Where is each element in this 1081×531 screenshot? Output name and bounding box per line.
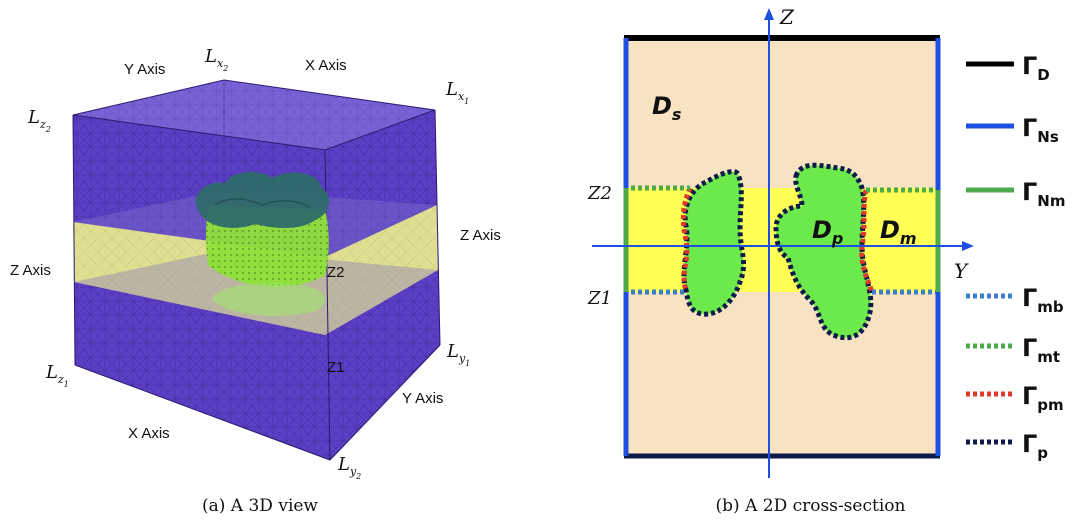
svg-text:Lx2: Lx2 [204, 46, 228, 73]
legend: ΓD ΓNs ΓNm Γmb Γmt Γpm [966, 52, 1065, 462]
y-axis-arrow [962, 241, 974, 251]
boundary-gamma-pm-left [680, 186, 693, 291]
inclusion-body [195, 171, 330, 316]
z2-level-label: Z2 [587, 183, 612, 204]
corner-label-ly1: Ly1 [446, 341, 470, 368]
svg-text:Γmt: Γmt [1022, 334, 1060, 366]
corner-label-lz1: Lz1 [45, 362, 69, 389]
z-axis-label: Z [779, 5, 795, 29]
region-label-dp: Dp [812, 216, 843, 248]
svg-text:Ly1: Ly1 [446, 341, 470, 368]
svg-text:Lx1: Lx1 [445, 79, 469, 106]
cross-section-figure: Z Y Z2 Z1 Ds Dp Dm ΓD ΓNs ΓNm Γmb [587, 5, 1065, 478]
corner-label-lz2: Lz2 [27, 107, 51, 134]
z1-level-label: Z1 [587, 288, 612, 309]
svg-text:Lz1: Lz1 [45, 362, 69, 389]
svg-text:Γpm: Γpm [1022, 382, 1064, 414]
svg-text:ΓNs: ΓNs [1022, 114, 1059, 146]
legend-item-gamma-nm: ΓNm [966, 178, 1065, 210]
cube-3d-figure: Y Axis X Axis Z Axis Z Axis X Axis Y Axi… [10, 46, 501, 481]
svg-text:ΓNm: ΓNm [1022, 178, 1065, 210]
svg-text:Lz2: Lz2 [27, 107, 51, 134]
legend-item-gamma-d: ΓD [966, 52, 1050, 84]
corner-label-ly2: Ly2 [337, 454, 361, 481]
panel-2d-cross-section: Z Y Z2 Z1 Ds Dp Dm ΓD ΓNs ΓNm Γmb [540, 0, 1081, 531]
y-axis-label-top: Y Axis [124, 61, 165, 78]
z-axis-label-right: Z Axis [460, 227, 501, 244]
y-axis-label: Y [954, 259, 969, 283]
legend-item-gamma-pm: Γpm [966, 382, 1064, 414]
legend-item-gamma-ns: ΓNs [966, 114, 1059, 146]
region-label-dm: Dm [880, 216, 917, 248]
boundary-gamma-p-right [773, 162, 874, 341]
legend-item-gamma-mt: Γmt [966, 334, 1060, 366]
legend-item-gamma-mb: Γmb [966, 284, 1064, 316]
svg-text:ΓD: ΓD [1022, 52, 1050, 84]
svg-text:Γp: Γp [1022, 430, 1048, 462]
z2-level-label: Z2 [327, 264, 345, 281]
x-axis-label-bottom: X Axis [128, 425, 170, 442]
z1-level-label: Z1 [327, 359, 345, 376]
region-label-ds: Ds [652, 92, 681, 124]
caption-2d-cross-section: (b) A 2D cross-section [715, 496, 906, 516]
panel-3d-view: Y Axis X Axis Z Axis Z Axis X Axis Y Axi… [0, 0, 520, 531]
legend-item-gamma-p: Γp [966, 430, 1048, 462]
z-axis-label-left: Z Axis [10, 262, 51, 279]
inclusion-left [684, 171, 744, 315]
corner-label-lx2: Lx2 [204, 46, 228, 73]
z-axis-arrow [764, 8, 774, 20]
x-axis-label-top: X Axis [305, 57, 347, 74]
caption-3d-view: (a) A 3D view [202, 496, 318, 516]
y-axis-label-bottom: Y Axis [402, 390, 443, 407]
boundary-gamma-p-left [681, 169, 747, 317]
svg-text:Ly2: Ly2 [337, 454, 361, 481]
corner-label-lx1: Lx1 [445, 79, 469, 106]
svg-text:Γmb: Γmb [1022, 284, 1064, 316]
